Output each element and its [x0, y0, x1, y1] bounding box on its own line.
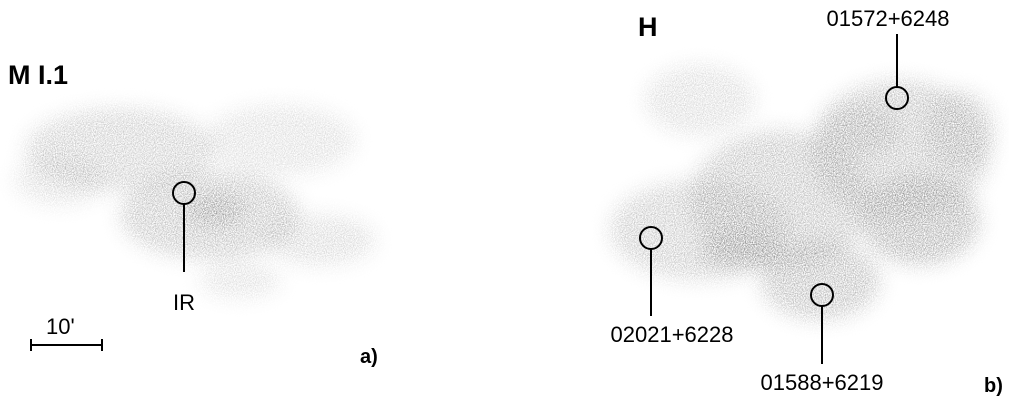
source-label: 01572+6248 — [827, 6, 950, 31]
scale-bar — [30, 339, 103, 351]
cloud-map-b — [610, 65, 995, 320]
source-label: IR — [173, 290, 195, 315]
panel-label: b) — [984, 375, 1003, 397]
cloud-map-a — [15, 105, 375, 298]
scale-label: 10' — [46, 314, 75, 339]
source-marker — [885, 86, 909, 110]
panel-title: H — [638, 12, 658, 42]
panel-label: a) — [360, 346, 378, 368]
source-label: 01588+6219 — [761, 370, 884, 395]
source-label: 02021+6228 — [611, 322, 734, 347]
panel-title: M I.1 — [8, 60, 68, 90]
